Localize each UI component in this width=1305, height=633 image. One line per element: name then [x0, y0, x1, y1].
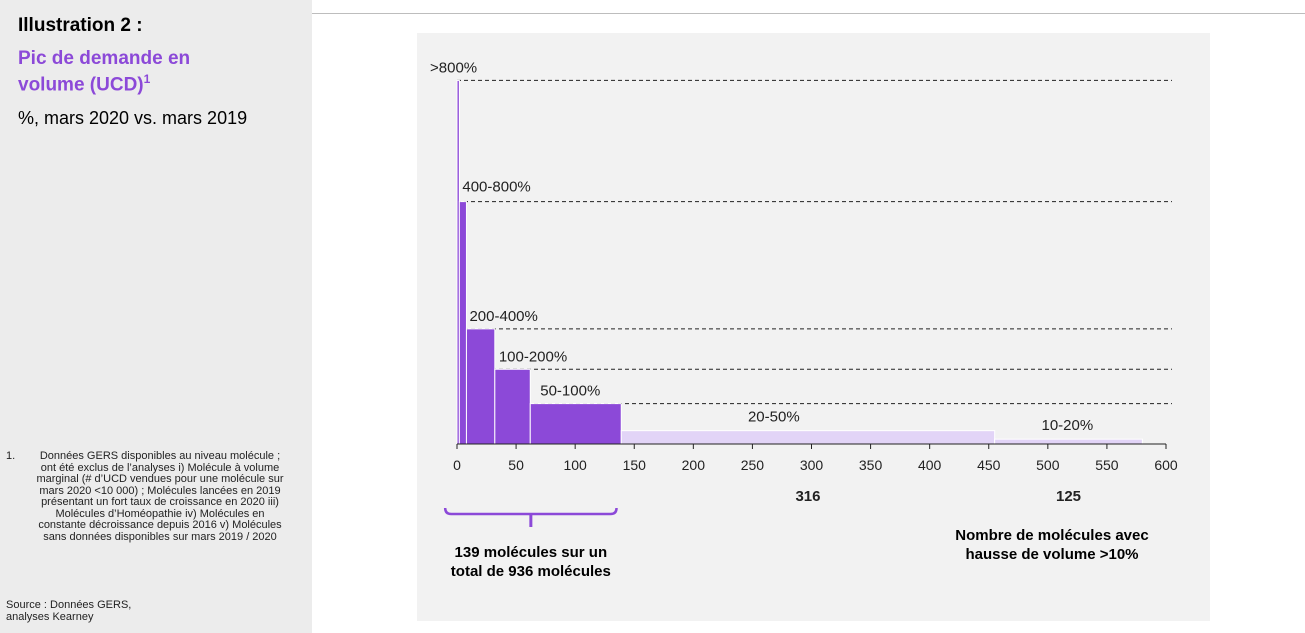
- footnote-text: Données GERS disponibles au niveau moléc…: [36, 450, 284, 543]
- footnote-number: 1.: [6, 450, 16, 462]
- top-divider: [312, 13, 1305, 14]
- x-tick-label: 0: [453, 457, 461, 473]
- chart-unit: %, mars 2020 vs. mars 2019: [18, 108, 248, 129]
- x-tick-label: 50: [508, 457, 524, 473]
- x-tick-label: 350: [859, 457, 883, 473]
- x-tick-label: 200: [682, 457, 706, 473]
- bin-label: 400-800%: [462, 179, 530, 196]
- illustration-title: Illustration 2 :: [18, 15, 143, 36]
- sidebar: Illustration 2 : Pic de demande en volum…: [0, 0, 312, 633]
- bar: [620, 430, 996, 445]
- bar: [458, 201, 467, 445]
- bar: [494, 368, 531, 445]
- x-tick-label: 400: [918, 457, 942, 473]
- bin-label: 10-20%: [1042, 417, 1094, 434]
- bar: [465, 328, 496, 445]
- x-tick-label: 150: [623, 457, 647, 473]
- x-tick-label: 500: [1036, 457, 1060, 473]
- bar: [994, 438, 1143, 445]
- chart-subtitle-text: Pic de demande en volume (UCD): [18, 48, 191, 96]
- x-tick-label: 450: [977, 457, 1001, 473]
- x-tick-label: 600: [1154, 457, 1178, 473]
- x-tick-label: 300: [800, 457, 824, 473]
- chart-panel: [417, 33, 1210, 621]
- x-tick-label: 550: [1095, 457, 1119, 473]
- bin-label: 100-200%: [499, 348, 567, 365]
- bin-label: >800%: [430, 59, 477, 76]
- bracket-note: 139 molécules sur un total de 936 molécu…: [450, 544, 611, 580]
- molecule-count: 316: [795, 488, 820, 505]
- bin-label: 200-400%: [469, 308, 537, 325]
- bracket-line: [443, 507, 618, 516]
- bin-label: 50-100%: [540, 383, 600, 400]
- bar: [529, 403, 622, 445]
- molecule-count: 125: [1056, 488, 1081, 505]
- x-tick-label: 250: [741, 457, 765, 473]
- chart-subtitle: Pic de demande en volume (UCD)1: [18, 48, 258, 95]
- footnote-ref: 1: [143, 72, 151, 86]
- x-axis-title: Nombre de molécules avec hausse de volum…: [955, 527, 1149, 563]
- x-tick-label: 100: [563, 457, 587, 473]
- bin-label: 20-50%: [748, 409, 800, 426]
- footnote: 1. Données GERS disponibles au niveau mo…: [6, 450, 284, 543]
- source-note: Source : Données GERS, analyses Kearney: [6, 599, 132, 623]
